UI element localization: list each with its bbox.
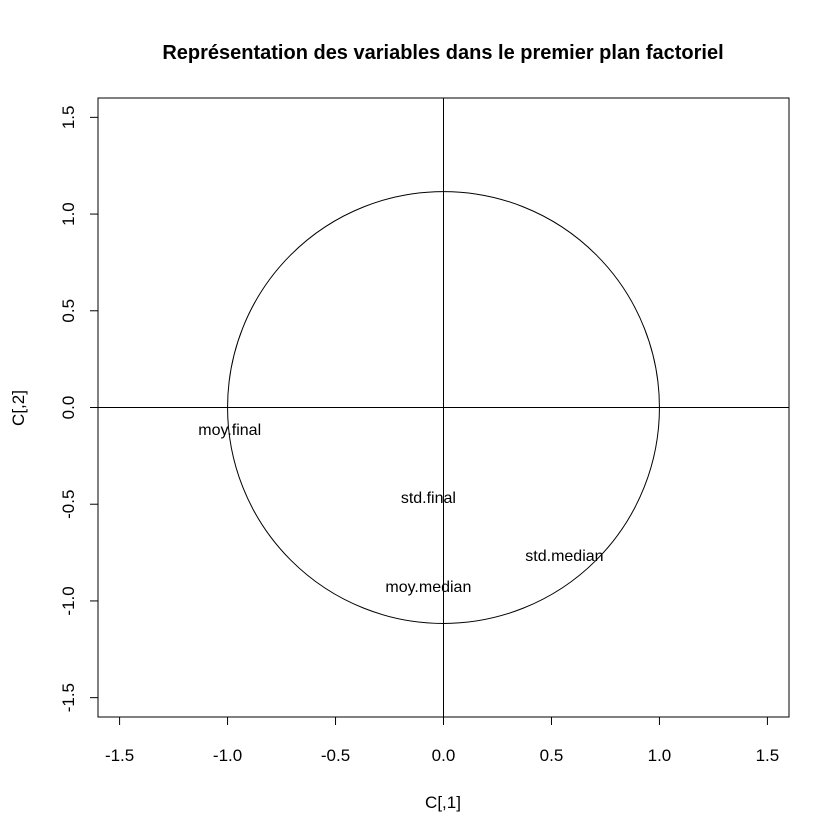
point-label-moy-median: moy.median — [385, 579, 471, 596]
point-label-moy-final: moy.final — [198, 422, 261, 439]
point-label-std-final: std.final — [401, 490, 456, 507]
x-axis: -1.5 -1.0 -0.5 0.0 0.5 1.0 1.5 — [105, 716, 780, 765]
y-tick-label: 1.0 — [59, 202, 78, 226]
y-tick-label: -0.5 — [59, 490, 78, 519]
x-tick-label: -1.0 — [213, 746, 242, 765]
reference-lines — [98, 98, 789, 717]
x-tick-label: 0.0 — [432, 746, 456, 765]
x-tick-label: 1.5 — [756, 746, 780, 765]
x-tick-label: 0.5 — [540, 746, 564, 765]
point-labels: moy.final std.final std.median moy.median — [198, 422, 603, 596]
y-tick-label: 1.5 — [59, 106, 78, 130]
x-tick-label: 1.0 — [648, 746, 672, 765]
y-tick-label: 0.5 — [59, 299, 78, 323]
unit-circle — [227, 191, 660, 624]
x-axis-label: C[,1] — [425, 793, 461, 812]
chart-title: Représentation des variables dans le pre… — [162, 42, 723, 64]
y-axis: -1.5 -1.0 -0.5 0.0 0.5 1.0 1.5 — [59, 106, 99, 712]
y-tick-label: 0.0 — [59, 396, 78, 420]
x-tick-label: -0.5 — [321, 746, 350, 765]
y-tick-label: -1.5 — [59, 683, 78, 712]
y-axis-label: C[,2] — [9, 390, 28, 426]
x-tick-label: -1.5 — [105, 746, 134, 765]
point-label-std-median: std.median — [525, 548, 603, 565]
y-tick-label: -1.0 — [59, 586, 78, 615]
